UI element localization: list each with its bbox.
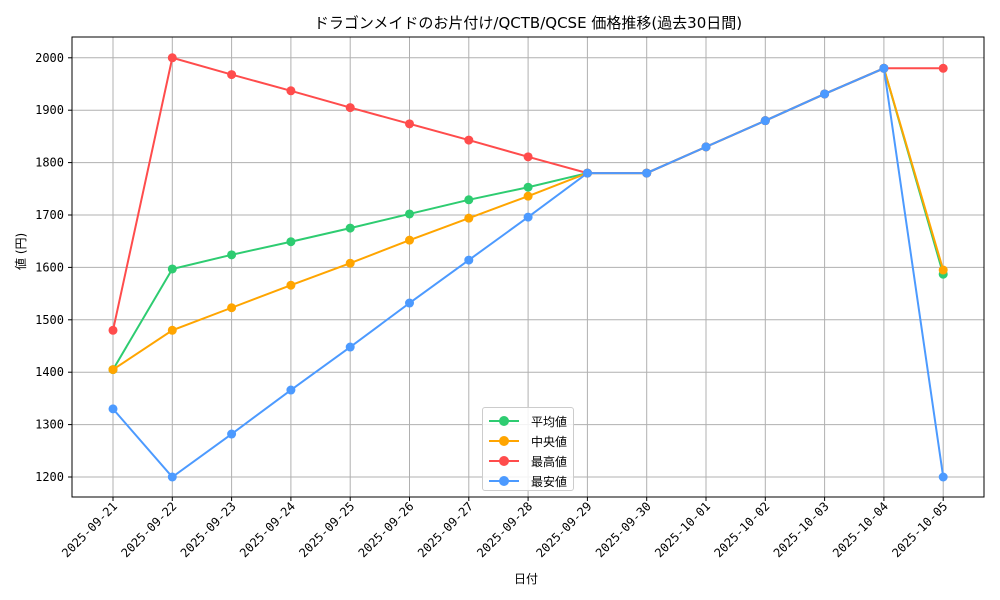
data-point [701,142,711,152]
data-point [642,168,652,178]
x-tick-label: 2025-09-24 [237,499,298,560]
x-tick-label: 2025-09-26 [356,499,417,560]
legend-item-mean: 平均値 [489,411,567,431]
y-tick-label: 1700 [35,208,64,222]
data-point [464,135,474,145]
data-point [227,250,237,260]
data-point [286,86,296,96]
x-tick-label: 2025-09-28 [474,499,535,560]
y-tick-label: 1500 [35,313,64,327]
legend-item-max: 最高値 [489,451,567,471]
data-point [167,325,177,335]
legend-swatch-icon [489,436,519,446]
x-tick-label: 2025-09-22 [118,499,179,560]
x-axis-label: 日付 [514,572,539,586]
data-point [167,264,177,274]
data-point [227,303,237,313]
x-tick-label: 2025-09-30 [593,499,654,560]
data-point [464,255,474,265]
data-point [286,237,296,247]
x-tick-label: 2025-10-01 [652,499,713,560]
data-point [820,89,830,99]
legend-swatch-icon [489,416,519,426]
legend-label: 最安値 [531,474,568,489]
data-point [523,182,533,192]
data-point [345,223,355,233]
data-point [523,152,533,162]
data-series [108,53,948,482]
x-tick-label: 2025-10-02 [711,499,772,560]
data-point [405,209,414,219]
series-line [108,63,948,482]
data-point [227,70,237,80]
x-tick-label: 2025-10-05 [889,499,950,560]
data-point [167,472,177,482]
legend-label: 平均値 [531,414,568,429]
data-point [523,212,533,222]
data-point [108,404,118,414]
x-tick-label: 2025-09-21 [59,499,120,560]
x-tick-label: 2025-09-25 [296,499,357,560]
legend: 平均値 中央値 最高値 最安値 [482,407,574,491]
y-tick-label: 1600 [35,260,64,274]
y-tick-label: 1800 [35,156,64,170]
data-point [345,103,355,113]
data-point [108,325,118,335]
legend-swatch-icon [489,456,519,466]
x-tick-label: 2025-09-27 [415,499,476,560]
legend-item-median: 中央値 [489,431,567,451]
y-tick-label: 1900 [35,103,64,117]
data-point [760,116,770,126]
data-point [464,195,474,205]
data-point [405,235,414,245]
y-tick-label: 1400 [35,365,64,379]
data-point [227,429,237,439]
data-point [938,63,948,73]
legend-label: 中央値 [531,434,568,449]
data-point [464,213,474,223]
legend-item-min: 最安値 [489,471,567,491]
data-point [167,53,177,63]
data-point [286,280,296,290]
data-point [879,63,889,73]
legend-label: 最高値 [531,454,568,469]
x-tick-label: 2025-09-29 [534,499,595,560]
data-point [345,342,355,352]
data-point [286,385,296,395]
data-point [108,365,118,375]
x-tick-label: 2025-09-23 [178,499,239,560]
legend-swatch-icon [489,476,519,486]
x-tick-label: 2025-10-04 [830,499,891,560]
data-point [938,472,948,482]
data-point [345,258,355,268]
y-tick-label: 1300 [35,418,64,432]
chart-title: ドラゴンメイドのお片付け/QCTB/QCSE 価格推移(過去30日間) [313,14,743,32]
x-tick-label: 2025-10-03 [771,499,832,560]
y-tick-label: 1200 [35,470,64,484]
data-point [405,298,414,308]
data-point [938,265,948,275]
data-point [582,168,592,178]
data-point [405,119,414,129]
data-point [523,191,533,201]
y-tick-label: 2000 [35,51,64,65]
